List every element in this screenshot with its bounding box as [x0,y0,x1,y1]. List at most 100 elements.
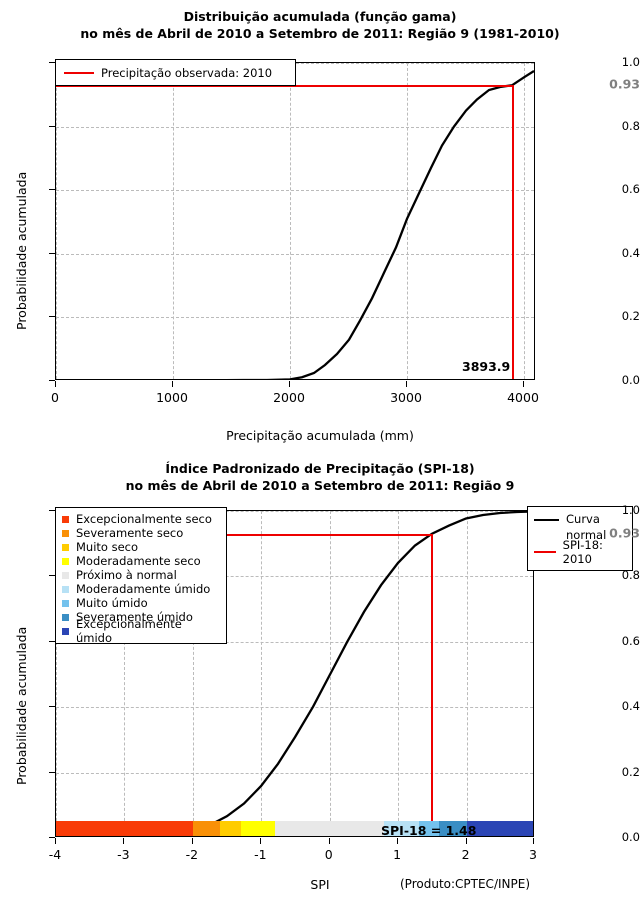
legend-label-8: Excepcionalmente úmido [76,617,182,645]
top-chart-observed-vertical-line [512,85,514,379]
bottom-chart-gridline-v-1 [398,511,400,836]
top-chart-observed-value-label: 3893.9 [462,359,511,374]
bottom-chart-spi-horizontal-line [56,533,431,536]
spi-category-legend[interactable]: Excepcionalmente seco Severamente seco M… [55,507,227,645]
colorbar-segment-severamente-umido [439,821,467,836]
legend-swatch-icon-4 [62,571,69,579]
top-chart-xtick-mark-4000 [523,381,524,387]
colorbar-segment-proximo-a-normal [274,821,385,836]
top-chart-xtick-mark-1000 [172,381,173,387]
top-chart-plot-inner [56,63,534,379]
bottom-chart-xtick-mark-3 [533,838,534,844]
top-chart-ytick-label-1: 0.2 [621,309,640,324]
legend-swatch-icon-5 [62,585,69,593]
bottom-chart-xtick-label-0: -4 [48,847,62,862]
legend-swatch-icon-2 [62,543,69,551]
spi-curve-legend[interactable]: Curva normal SPI-18: 2010 [527,506,633,571]
spi-category-colorbar[interactable] [56,821,533,836]
top-chart-ytick-mark-0.8 [49,125,55,127]
colorbar-segment-excepcionalmente-seco [56,821,193,836]
bottom-chart-plot-area: SPI-18 = 1.48 Excepcionalmente seco Seve… [55,507,534,837]
top-chart-xtick-mark-3000 [406,381,407,387]
bottom-chart-xtick-mark-2 [465,838,467,844]
top-chart-gridline-v-2000 [290,63,291,379]
bottom-chart-ytick-label-2: 0.4 [621,699,640,714]
top-chart-legend-label: Precipitação observada: 2010 [101,65,273,80]
legend-label-curva-normal-line2: normal [566,528,607,542]
top-chart-gridline-v-0 [56,63,57,379]
legend-swatch-icon-0 [62,515,69,523]
bottom-chart-xtick-mark--4 [55,838,56,844]
bottom-chart-ytick-label-5: 1.0 [621,503,640,517]
legend-label-0: Excepcionalmente seco [76,512,212,526]
legend-item-excepcionalmente-seco[interactable]: Excepcionalmente seco [62,512,220,526]
legend-item-severamente-umido[interactable]: Severamente úmido [62,610,220,624]
top-chart-ytick-mark-0.4 [49,252,55,254]
product-footer: (Produto:CPTEC/INPE) [400,877,530,891]
bottom-chart-gridline-v--3 [124,511,126,836]
top-chart-plot-area: Precipitação observada: 2010 3893.9 [55,59,535,380]
legend-item-muito-seco[interactable]: Muito seco [62,540,220,554]
top-chart-ytick-mark-1.0 [49,62,55,63]
bottom-chart-gridline-h-0.2 [56,772,533,774]
bottom-chart-plot-inner: SPI-18 = 1.48 [56,511,533,836]
bottom-chart-title-line1: Índice Padronizado de Precipitação (SPI-… [165,461,475,476]
legend-item-severamente-seco[interactable]: Severamente seco [62,526,220,540]
colorbar-segment-severamente-seco [192,821,221,836]
top-chart-xtick-label-4: 4000 [507,390,539,405]
legend-item-moderadamente-umido[interactable]: Moderadamente úmido [62,582,220,596]
top-chart-legend[interactable]: Precipitação observada: 2010 [55,59,296,86]
top-chart-x-axis-title: Precipitação acumulada (mm) [226,428,414,443]
bottom-chart-gridline-v--2 [192,511,194,836]
top-chart-gridline-v-1000 [173,63,174,379]
legend-label-curva-normal-line2-row: normal [534,528,626,544]
top-chart-ytick-mark-0.2 [49,316,55,318]
cumulative-gamma-chart-panel: Distribuição acumulada (função gama) no … [14,9,640,443]
bottom-chart-xtick-label-7: 3 [529,847,537,862]
spi-chart-panel: Índice Padronizado de Precipitação (SPI-… [0,455,640,900]
bottom-chart-highlight-y-label: 0.93 [609,525,640,541]
top-chart-observed-horizontal-line [56,85,512,88]
legend-item-excepcionalmente-umido[interactable]: Excepcionalmente úmido [62,617,220,645]
bottom-chart-xtick-mark-0 [328,838,330,844]
top-chart-title-line2: no mês de Abril de 2010 a Setembro de 20… [80,26,560,41]
bottom-chart-ytick-mark-0.8 [49,575,55,577]
top-chart-xtick-label-0: 0 [51,390,59,405]
legend-item-moderadamente-seco[interactable]: Moderadamente seco [62,554,220,568]
top-chart-y-axis-title: Probabilidade acumulada [14,171,29,330]
bottom-chart-title-line2: no mês de Abril de 2010 a Setembro de 20… [125,478,515,493]
legend-item-curva-normal[interactable]: Curva [534,512,626,528]
bottom-chart-ytick-label-3: 0.6 [621,633,640,648]
top-chart-ytick-label-2: 0.4 [621,245,640,260]
bottom-chart-ytick-mark-0.6 [49,640,55,642]
legend-label-spi-2010: SPI-18: 2010 [562,538,603,566]
legend-label-6: Muito úmido [76,596,148,610]
top-chart-curve [225,70,534,379]
bottom-chart-gridline-h-0.6 [56,641,533,643]
bottom-chart-xtick-mark--2 [191,838,193,844]
top-chart-xtick-label-1: 1000 [156,390,188,405]
top-chart-gridline-h-0.8 [56,126,534,128]
bottom-chart-ytick-mark-1.0 [49,510,55,511]
bottom-chart-gridline-v--4 [56,511,57,836]
top-chart-title-line1: Distribuição acumulada (função gama) [183,9,457,24]
top-chart-xtick-label-3: 3000 [390,390,422,405]
bottom-chart-xtick-mark-1 [397,838,399,844]
top-chart-ytick-mark-0.0 [49,380,55,381]
legend-swatch-icon-8 [62,627,69,635]
legend-item-proximo-a-normal[interactable]: Próximo à normal [62,568,220,582]
legend-swatch-icon-3 [62,557,69,565]
colorbar-segment-moderadamente-umido [384,821,419,836]
legend-item-muito-umido[interactable]: Muito úmido [62,596,220,610]
bottom-chart-gridline-h-1.0 [56,511,533,512]
bottom-chart-ytick-mark-0.4 [49,706,55,708]
bottom-chart-xtick-label-3: -1 [254,847,267,862]
bottom-chart-gridline-v-2 [466,511,468,836]
legend-item-spi-2010[interactable]: SPI-18: 2010 [534,538,626,566]
bottom-chart-ytick-label-4: 0.8 [621,568,640,583]
legend-line-black-icon [534,519,559,521]
top-chart-xtick-mark-2000 [289,381,290,387]
legend-label-5: Moderadamente úmido [76,582,211,596]
bottom-chart-y-axis-title: Probabilidade acumulada [14,626,29,785]
top-chart-ytick-label-3: 0.6 [621,182,640,197]
